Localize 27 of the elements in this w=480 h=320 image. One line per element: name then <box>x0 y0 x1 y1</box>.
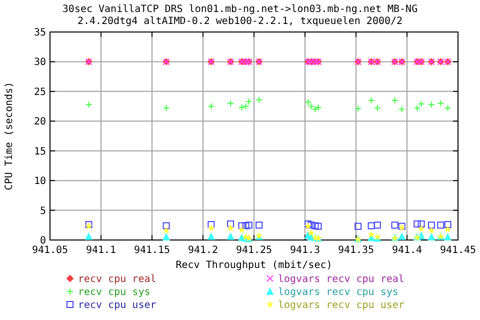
x-tick-label: 941.45 <box>440 245 476 256</box>
y-tick-label: 10 <box>34 176 46 188</box>
chart-subtitle: 2.4.20dtg4 altAIMD-0.2 web100-2.2.1, txqueuelen 2000/2 <box>77 16 403 27</box>
y-tick-label: 25 <box>34 86 46 98</box>
y-tick-label: 0 <box>40 236 46 246</box>
x-tick-label: 941.4 <box>392 245 422 256</box>
y-tick-label: 5 <box>40 206 46 217</box>
legend-label: logvars recv cpu user <box>278 300 404 311</box>
legend-label: recv cpu sys <box>78 287 150 298</box>
x-tick-label: 941.15 <box>134 245 170 256</box>
y-tick-label: 20 <box>34 116 46 128</box>
y-tick-label: 35 <box>34 28 46 38</box>
legend-label: recv cpu user <box>78 300 156 311</box>
x-tick-label: 941.25 <box>236 245 272 256</box>
legend-label: logvars recv cpu sys <box>278 287 398 298</box>
y-axis-title: CPU Time (seconds) <box>4 82 15 190</box>
x-tick-label: 941.05 <box>32 245 68 256</box>
x-tick-label: 941.2 <box>188 245 218 256</box>
chart-title: 30sec VanillaTCP DRS lon01.mb-ng.net->lon03.mb-ng.net MB-NG <box>62 4 418 15</box>
x-tick-label: 941.3 <box>290 245 320 256</box>
x-tick-label: 941.35 <box>338 245 374 256</box>
x-axis-title: Recv Throughput (mbit/sec) <box>176 260 332 271</box>
y-tick-label: 15 <box>34 146 46 158</box>
legend-label: logvars recv cpu real <box>278 274 404 285</box>
y-tick-label: 30 <box>34 57 46 68</box>
legend-label: recv cpu real <box>78 274 156 285</box>
x-tick-label: 941.1 <box>86 245 116 256</box>
